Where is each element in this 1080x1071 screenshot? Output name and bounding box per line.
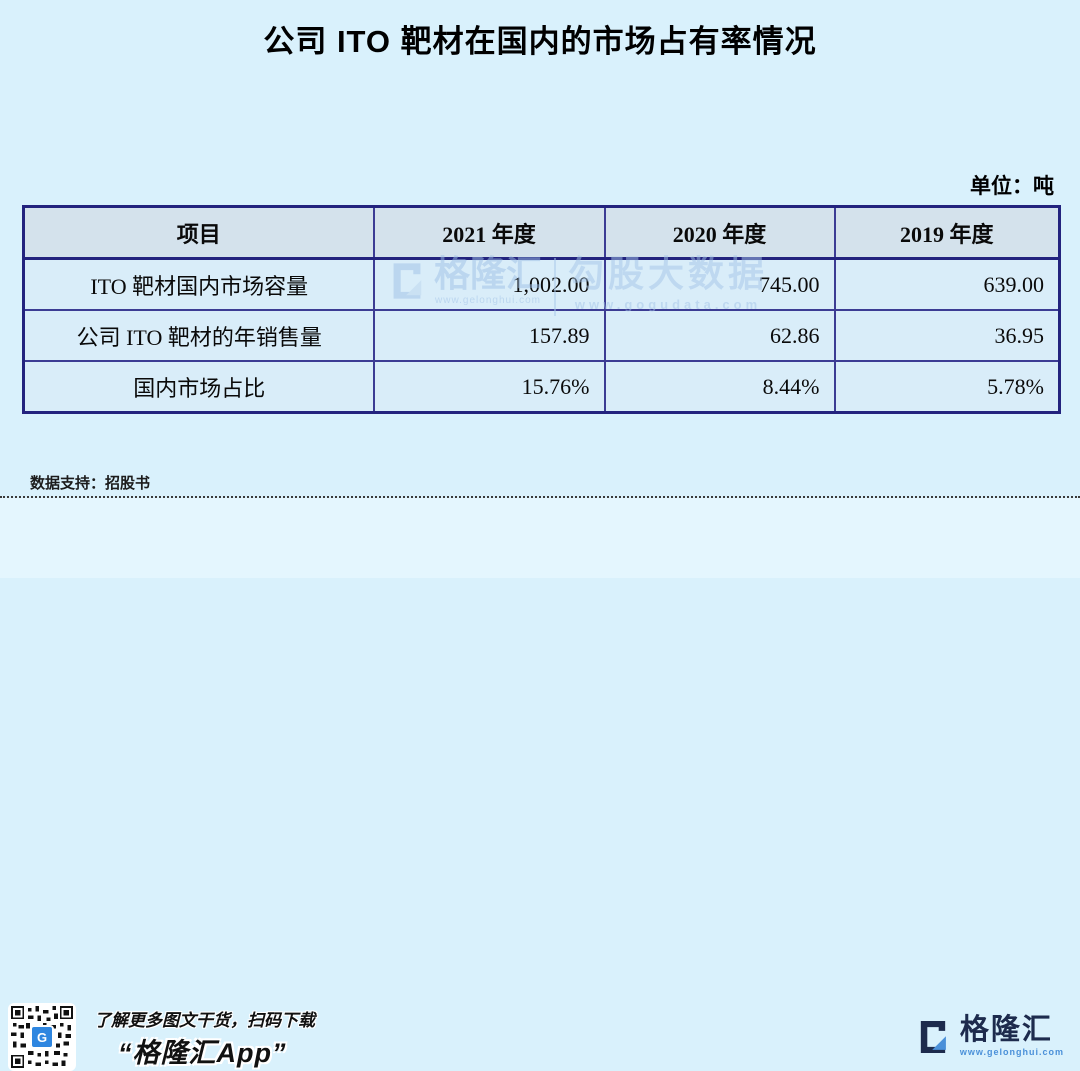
cell-sales-2020: 62.86 bbox=[603, 309, 836, 362]
footer-app-name: “格隆汇App” bbox=[118, 1038, 287, 1068]
header-2021: 2021 年度 bbox=[372, 205, 606, 260]
row-label-market-share: 国内市场占比 bbox=[22, 360, 375, 414]
page-title: 公司 ITO 靶材在国内的市场占有率情况 bbox=[263, 24, 817, 59]
table-row: 国内市场占比 15.76% 8.44% 5.78% bbox=[22, 360, 1061, 414]
dotted-separator bbox=[0, 496, 1080, 498]
header-2020: 2020 年度 bbox=[603, 205, 836, 260]
footer-bar: G 了解更多图文干货，扫码下载 “格隆汇App” 格隆汇 www.gelongh… bbox=[0, 498, 1080, 1071]
gelonghui-logo: 格隆汇 www.gelonghui.com bbox=[914, 1016, 1064, 1057]
footer-promo-text: 了解更多图文干货，扫码下载 bbox=[94, 1011, 315, 1030]
cell-share-2020: 8.44% bbox=[603, 360, 836, 414]
qr-code: G bbox=[8, 1003, 76, 1071]
brand-url-text: www.gelonghui.com bbox=[959, 1047, 1064, 1057]
row-label-market-capacity: ITO 靶材国内市场容量 bbox=[22, 257, 375, 311]
cell-sales-2021: 157.89 bbox=[372, 309, 606, 362]
qr-center-logo: G bbox=[30, 1025, 54, 1049]
cell-share-2019: 5.78% bbox=[833, 360, 1061, 414]
cell-capacity-2021: 1,002.00 bbox=[372, 257, 606, 311]
table-row: 公司 ITO 靶材的年销售量 157.89 62.86 36.95 bbox=[22, 309, 1061, 362]
brand-name-text: 格隆汇 bbox=[959, 1014, 1053, 1046]
market-share-table: 项目 2021 年度 2020 年度 2019 年度 ITO 靶材国内市场容量 … bbox=[22, 205, 1061, 414]
header-2019: 2019 年度 bbox=[833, 205, 1061, 260]
unit-label: 单位：吨 bbox=[970, 174, 1054, 198]
gelonghui-g-icon bbox=[920, 1020, 946, 1053]
row-label-annual-sales: 公司 ITO 靶材的年销售量 bbox=[22, 309, 375, 362]
cell-share-2021: 15.76% bbox=[372, 360, 606, 414]
table-header-row: 项目 2021 年度 2020 年度 2019 年度 bbox=[22, 205, 1061, 260]
data-source-note: 数据支持：招股书 bbox=[30, 475, 151, 492]
table-row: ITO 靶材国内市场容量 1,002.00 745.00 639.00 bbox=[22, 257, 1061, 311]
header-item: 项目 bbox=[22, 205, 375, 260]
cell-capacity-2020: 745.00 bbox=[603, 257, 836, 311]
cell-sales-2019: 36.95 bbox=[833, 309, 1061, 362]
cell-capacity-2019: 639.00 bbox=[833, 257, 1061, 311]
